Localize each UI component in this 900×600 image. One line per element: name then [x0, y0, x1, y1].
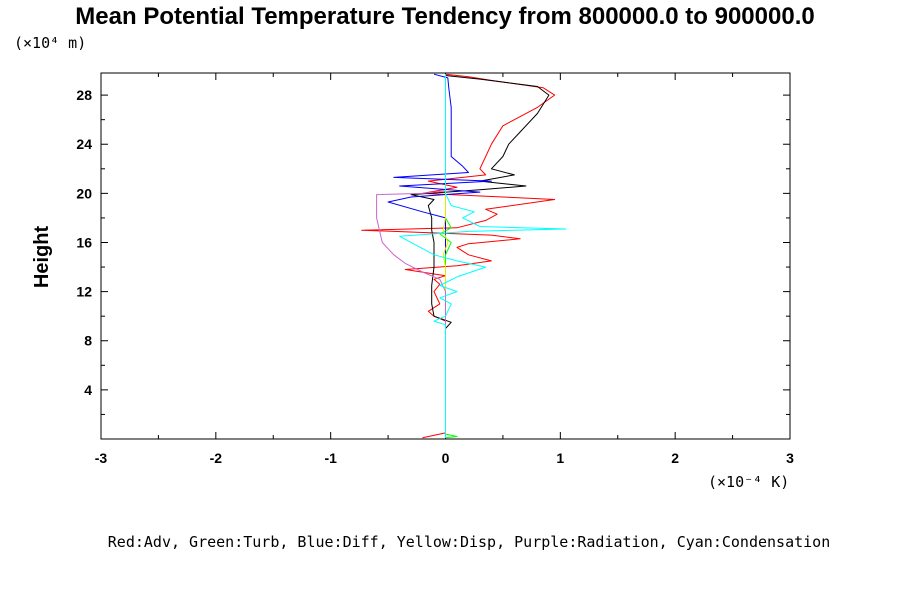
chart-title: Mean Potential Temperature Tendency from…	[75, 3, 814, 30]
series-group	[361, 73, 567, 439]
x-tick-label: 2	[671, 450, 679, 466]
y-tick-label: 4	[84, 382, 92, 398]
y-tick-label: 8	[84, 333, 92, 349]
x-tick-label: -1	[324, 450, 337, 466]
series-line-4	[439, 74, 458, 439]
y-tick-label: 24	[76, 136, 92, 152]
x-tick-label: 3	[786, 450, 794, 466]
y-tick-label: 20	[76, 185, 92, 201]
y-tick-label: 28	[76, 87, 92, 103]
x-tick-label: -2	[210, 450, 223, 466]
series-line-7	[399, 74, 567, 438]
x-tick-label: 0	[442, 450, 450, 466]
series-line-5	[442, 74, 449, 438]
y-axis-label: Height	[31, 226, 53, 289]
series-line-2	[410, 75, 550, 438]
legend-text: Red:Adv, Green:Turb, Blue:Diff, Yellow:D…	[108, 533, 830, 551]
x-unit-label: (×10⁻⁴ K)	[708, 473, 789, 491]
series-line-6	[376, 74, 446, 438]
series-line-1	[361, 73, 556, 439]
y-unit-label: (×10⁴ m)	[14, 34, 86, 52]
y-tick-label: 12	[76, 284, 92, 300]
series-line-3	[387, 73, 492, 438]
x-tick-label: 1	[556, 450, 564, 466]
y-tick-label: 16	[76, 234, 92, 250]
x-tick-label: -3	[95, 450, 108, 466]
